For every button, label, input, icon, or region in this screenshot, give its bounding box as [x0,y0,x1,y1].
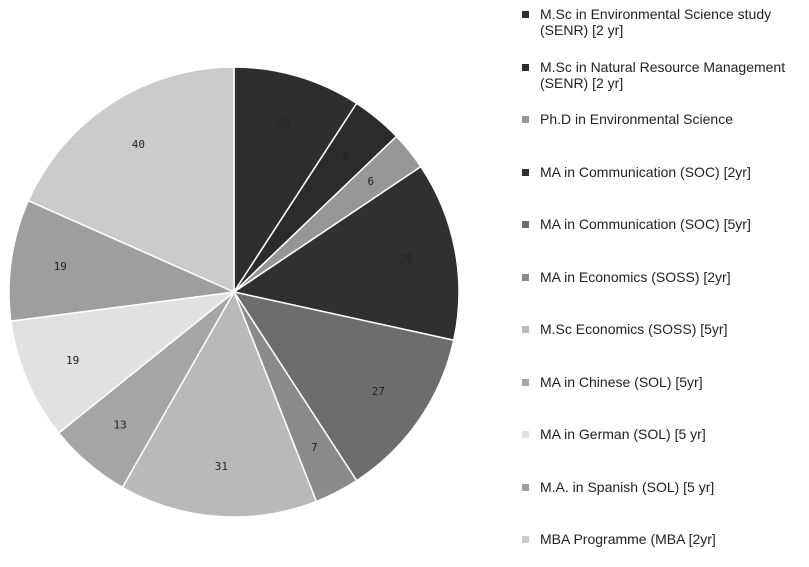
legend-label: M.Sc in Natural Resource Management (SEN… [540,58,786,91]
legend-item-1: M.Sc in Environmental Science study (SEN… [515,6,805,38]
data-label-5: 27 [372,385,385,398]
legend-label: M.A. in Spanish (SOL) [5 yr] [540,478,715,495]
data-label-6: 7 [311,441,318,454]
data-label-9: 19 [66,354,79,367]
legend-label: MBA Programme (MBA [2yr] [540,531,716,547]
pie-slice-5 [232,290,455,482]
legend-swatch [522,326,529,333]
legend-label: M.Sc in Environmental Science study (SEN… [540,6,772,38]
legend-item-9: MA in German (SOL) [5 yr] [515,426,805,442]
legend-swatch [522,221,529,228]
legend-item-8: MA in Chinese (SOL) [5yr] [515,374,805,390]
legend-label: MA in Economics (SOSS) [2yr] [540,268,731,285]
data-label-7: 31 [215,460,228,473]
pie-slice-9 [10,290,237,435]
legend-label: Ph.D in Environmental Science [540,111,733,127]
legend-item-4: MA in Communication (SOC) [2yr] [515,164,805,180]
pie-slice-11 [27,66,235,294]
legend-item-5: MA in Communication (SOC) [5yr] [515,216,805,232]
legend-label: MA in Chinese (SOL) [5yr] [540,373,703,390]
legend-swatch [522,168,529,176]
legend-label: M.Sc Economics (SOSS) [5yr] [540,321,728,337]
pie-slice-10 [8,199,237,322]
data-label-4: 28 [400,252,413,265]
data-label-11: 40 [132,138,145,151]
data-label-1: 20 [277,117,290,130]
data-label-8: 13 [113,419,126,432]
legend-item-7: M.Sc Economics (SOSS) [5yr] [515,321,805,337]
data-label-2: 8 [343,150,350,163]
legend-swatch [522,431,529,438]
legend-item-10: M.A. in Spanish (SOL) [5 yr] [515,479,805,495]
data-label-10: 19 [54,260,67,273]
legend-swatch [522,11,529,18]
pie-slice-7 [121,290,318,518]
data-label-3: 6 [367,175,374,188]
legend-item-11: MBA Programme (MBA [2yr] [515,531,805,547]
legend-swatch [522,273,529,281]
legend-swatch [522,536,529,543]
legend-label: MA in Communication (SOC) [5yr] [540,216,751,232]
legend: M.Sc in Environmental Science study (SEN… [515,0,805,567]
legend-swatch [522,378,529,386]
legend-swatch [522,63,529,71]
legend-label: MA in German (SOL) [5 yr] [540,426,706,442]
pie-slice-4 [232,165,460,342]
legend-swatch [522,116,529,123]
legend-item-3: Ph.D in Environmental Science [515,111,805,127]
legend-swatch [522,483,529,491]
pie-chart: 20 8 6 28 27 7 31 13 19 19 40 [8,66,460,518]
pie-slice-1 [233,66,358,295]
legend-item-2: M.Sc in Natural Resource Management (SEN… [515,59,805,91]
legend-item-6: MA in Economics (SOSS) [2yr] [515,269,805,285]
legend-label: MA in Communication (SOC) [2yr] [540,163,751,180]
